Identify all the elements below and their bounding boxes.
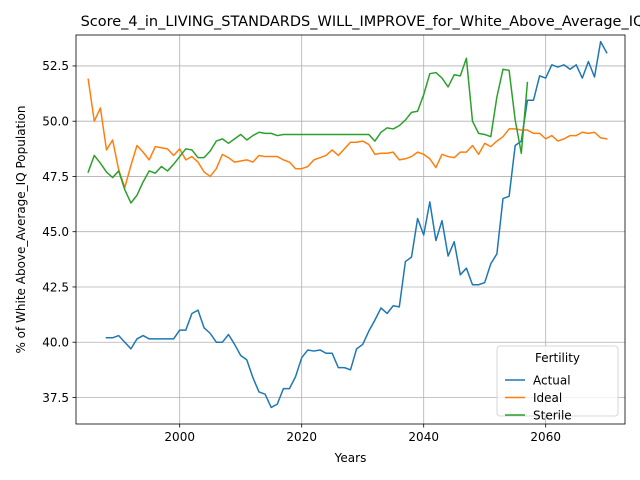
y-tick-label: 40.0: [42, 336, 69, 350]
series-line-ideal: [87, 78, 608, 189]
legend-label-actual: Actual: [533, 373, 571, 387]
grid: [76, 35, 625, 424]
x-tick-label: 2000: [164, 430, 195, 444]
ticks: 2000 2020 2040 2060 37.5 40.0 42.5 45.0 47.5 50.0…: [42, 59, 561, 444]
legend-label-sterile: Sterile: [533, 408, 572, 422]
plot-frame: [75, 34, 626, 425]
y-tick-label: 37.5: [42, 391, 69, 405]
y-tick-label: 47.5: [42, 170, 69, 184]
legend: Fertility Actual Ideal Sterile: [496, 345, 619, 422]
x-tick-label: 2060: [530, 430, 561, 444]
legend-label-ideal: Ideal: [533, 391, 562, 405]
chart-title: Score_4_in_LIVING_STANDARDS_WILL_IMPROVE…: [81, 14, 640, 30]
y-tick-label: 45.0: [42, 225, 69, 239]
series-layer: [87, 40, 608, 409]
y-axis-label: % of White Above_Average_IQ Population: [14, 105, 28, 353]
x-tick-label: 2040: [408, 430, 439, 444]
y-tick-label: 50.0: [42, 114, 69, 128]
y-tick-label: 42.5: [42, 280, 69, 294]
y-tick-label: 52.5: [42, 59, 69, 73]
series-line-sterile: [87, 57, 529, 204]
x-axis-label: Years: [334, 451, 367, 465]
legend-box: [496, 345, 619, 417]
legend-title: Fertility: [535, 351, 580, 365]
x-tick-label: 2020: [286, 430, 317, 444]
